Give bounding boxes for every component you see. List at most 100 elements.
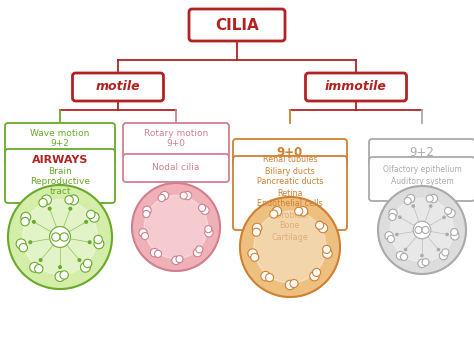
Circle shape: [160, 191, 169, 200]
Circle shape: [39, 198, 47, 207]
Circle shape: [447, 209, 455, 218]
Circle shape: [143, 206, 151, 214]
Circle shape: [451, 231, 459, 240]
Circle shape: [265, 274, 273, 282]
Circle shape: [415, 226, 422, 234]
Circle shape: [39, 259, 42, 261]
Circle shape: [52, 233, 60, 241]
Circle shape: [412, 205, 414, 207]
Circle shape: [29, 241, 32, 244]
Text: Bone: Bone: [280, 222, 300, 230]
Circle shape: [16, 239, 26, 249]
Circle shape: [290, 279, 298, 288]
Circle shape: [141, 233, 148, 240]
Text: Biliary ducts: Biliary ducts: [265, 166, 315, 175]
Text: 9+2: 9+2: [410, 147, 435, 159]
Circle shape: [85, 220, 87, 223]
Text: AIRWAYS: AIRWAYS: [32, 155, 88, 165]
Text: Olfactory epithelium: Olfactory epithelium: [383, 165, 461, 175]
Circle shape: [429, 205, 432, 207]
Circle shape: [385, 231, 393, 240]
Text: CILIA: CILIA: [215, 17, 259, 33]
Circle shape: [404, 197, 411, 204]
Text: Rotary motion: Rotary motion: [144, 129, 208, 137]
Circle shape: [55, 272, 65, 282]
Circle shape: [33, 220, 35, 223]
Circle shape: [183, 191, 191, 200]
Circle shape: [295, 207, 303, 215]
FancyBboxPatch shape: [189, 9, 285, 41]
Text: Endothelial cells: Endothelial cells: [257, 200, 323, 208]
Circle shape: [389, 213, 396, 220]
Circle shape: [323, 245, 331, 253]
Circle shape: [406, 195, 415, 203]
Circle shape: [438, 248, 439, 251]
Circle shape: [50, 226, 71, 247]
Circle shape: [78, 259, 81, 261]
Text: motile: motile: [96, 81, 140, 93]
Circle shape: [23, 200, 98, 274]
FancyBboxPatch shape: [5, 123, 115, 167]
Circle shape: [132, 183, 220, 271]
Circle shape: [298, 207, 308, 216]
Circle shape: [19, 244, 27, 252]
FancyBboxPatch shape: [233, 156, 347, 230]
Circle shape: [387, 235, 394, 242]
Circle shape: [59, 266, 61, 268]
FancyBboxPatch shape: [233, 139, 347, 167]
Circle shape: [396, 233, 398, 235]
Text: 9+0: 9+0: [277, 147, 303, 159]
Circle shape: [158, 195, 165, 202]
Circle shape: [201, 206, 209, 214]
Circle shape: [205, 229, 213, 237]
Text: Cartilage: Cartilage: [272, 233, 309, 241]
Text: Nodal cilia: Nodal cilia: [152, 164, 200, 173]
Circle shape: [30, 262, 39, 272]
FancyBboxPatch shape: [369, 139, 474, 167]
Circle shape: [248, 249, 257, 258]
Circle shape: [323, 249, 332, 258]
Circle shape: [21, 212, 31, 222]
Circle shape: [69, 207, 72, 210]
Circle shape: [155, 250, 162, 257]
Circle shape: [150, 248, 159, 257]
Circle shape: [252, 228, 260, 236]
Circle shape: [94, 239, 104, 249]
Text: immotile: immotile: [325, 81, 387, 93]
Circle shape: [439, 251, 447, 260]
Circle shape: [35, 264, 43, 273]
Text: 9+2: 9+2: [51, 138, 69, 147]
Circle shape: [180, 192, 187, 199]
Circle shape: [240, 197, 340, 297]
Circle shape: [143, 211, 150, 218]
Circle shape: [21, 217, 29, 226]
Circle shape: [193, 248, 201, 257]
Circle shape: [270, 210, 278, 218]
Circle shape: [196, 246, 203, 253]
Circle shape: [272, 207, 282, 216]
Text: Wave motion: Wave motion: [30, 129, 90, 137]
Circle shape: [426, 195, 433, 202]
Text: Fibroblast: Fibroblast: [271, 211, 310, 219]
Circle shape: [285, 280, 295, 290]
Text: Pancreatic ducts: Pancreatic ducts: [257, 178, 323, 186]
Circle shape: [443, 216, 445, 218]
Circle shape: [199, 204, 206, 212]
FancyBboxPatch shape: [306, 73, 407, 101]
Circle shape: [65, 196, 73, 204]
Text: tract: tract: [49, 186, 71, 196]
Circle shape: [310, 271, 319, 281]
Circle shape: [421, 255, 423, 257]
Text: Reproductive: Reproductive: [30, 178, 90, 186]
Circle shape: [89, 241, 91, 244]
Circle shape: [418, 259, 426, 268]
Circle shape: [87, 210, 95, 219]
Circle shape: [318, 223, 328, 233]
Circle shape: [316, 221, 324, 229]
Circle shape: [83, 259, 92, 268]
Circle shape: [399, 216, 401, 218]
Circle shape: [442, 249, 449, 256]
Circle shape: [251, 253, 259, 261]
Text: Auditory system: Auditory system: [391, 178, 453, 186]
FancyBboxPatch shape: [369, 157, 474, 201]
